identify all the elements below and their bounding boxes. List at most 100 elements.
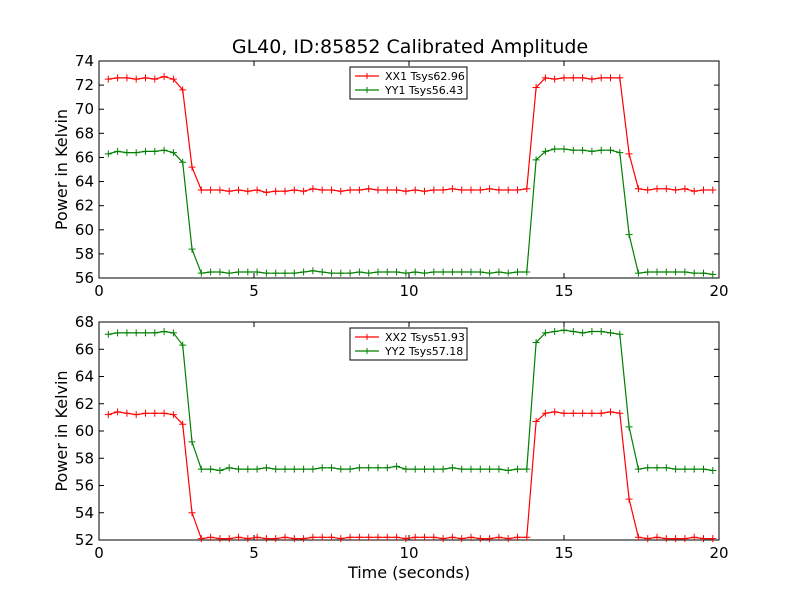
data-point [551,328,559,336]
data-point [197,535,205,543]
data-point [653,185,661,193]
x-tick-label: 5 [249,544,259,562]
data-point [207,465,215,473]
data-point [644,186,652,194]
data-point [179,420,187,428]
data-point [569,328,577,336]
y-tick-label: 66 [75,148,94,166]
data-point [681,268,689,276]
data-point [588,328,596,336]
data-point [253,186,261,194]
data-point [179,341,187,349]
data-point [523,268,531,276]
data-point [672,535,680,543]
data-point [355,533,363,541]
y-axis-label: Power in Kelvin [52,370,71,491]
data-point [300,535,308,543]
data-point [318,186,326,194]
x-tick-label: 5 [249,282,259,300]
data-point [625,495,633,503]
data-point [486,185,494,193]
y-tick-label: 58 [75,449,94,467]
data-point [123,329,131,337]
data-point [653,268,661,276]
data-point [495,533,503,541]
data-point [709,467,717,475]
x-tick-label: 20 [709,544,728,562]
data-point [467,465,475,473]
data-point [393,268,401,276]
data-point [355,268,363,276]
legend-box [349,66,468,100]
data-point [448,464,456,472]
data-point [495,186,503,194]
data-point [281,269,289,277]
y-tick-label: 60 [75,422,94,440]
data-point [430,268,438,276]
data-point [169,329,177,337]
legend-box [349,327,468,361]
data-point [439,268,447,276]
data-point [383,464,391,472]
data-point [653,533,661,541]
x-tick-label: 20 [709,282,728,300]
data-point [448,185,456,193]
data-point [207,186,215,194]
data-point [430,533,438,541]
data-point [197,465,205,473]
series-1 [104,73,717,196]
data-point [132,329,140,337]
data-point [644,464,652,472]
top-chart: 0 5 10 15 20 56 58 60 62 64 66 68 70 72 74 Power in Kel… [52,52,729,300]
data-point [551,145,559,153]
data-point [328,464,335,472]
data-point [383,186,391,194]
y-tick-label: 60 [75,221,94,239]
data-point [541,409,549,417]
data-point [597,409,605,417]
data-point [365,185,373,193]
data-point [439,535,447,543]
data-point [188,245,196,253]
series-1 [104,408,717,543]
data-point [514,465,521,473]
data-point [346,533,354,541]
data-point [439,465,447,473]
data-point [281,533,289,541]
data-point [597,74,605,82]
y-tick-label: 54 [75,504,94,522]
data-point [151,329,159,337]
legend-marker [364,87,370,93]
data-point [132,149,140,157]
legend-marker [364,334,370,340]
data-point [634,533,642,541]
data-point [235,465,242,473]
y-tick-label: 62 [75,395,94,413]
data-point [300,465,308,473]
data-point [551,408,559,416]
data-point [439,186,447,194]
data-point [383,533,391,541]
data-point [430,465,438,473]
data-point [104,75,112,83]
legend-label: YY1 Tsys56.43 [384,84,463,97]
data-point [244,465,252,473]
data-point [476,186,484,194]
data-point [169,75,177,83]
data-point [197,186,205,194]
data-point [216,268,224,276]
data-point [625,150,633,158]
data-point [114,74,122,82]
data-point [290,186,298,194]
data-point [672,465,680,473]
data-point [328,269,335,277]
data-point [421,269,428,277]
data-point [504,467,512,475]
legend-marker [364,73,370,79]
y-tick-label: 58 [75,245,94,263]
data-point [421,465,428,473]
data-point [328,533,335,541]
data-point [448,533,456,541]
